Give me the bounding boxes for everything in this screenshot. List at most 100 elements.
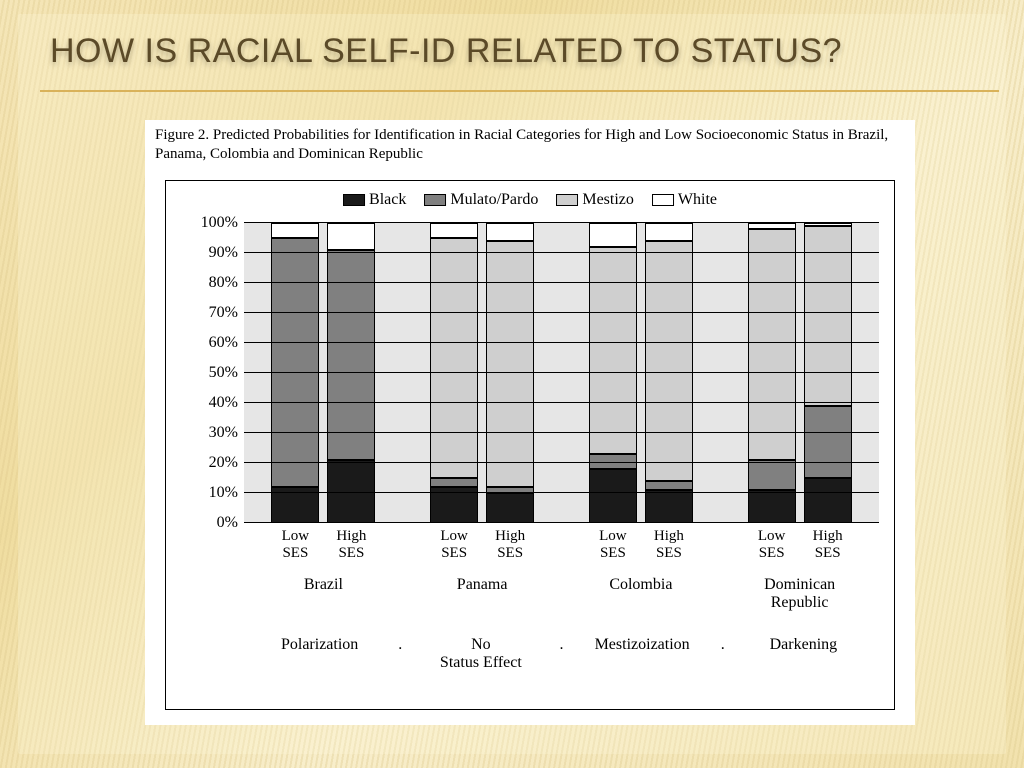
y-tick-label: 50% [184,364,238,382]
legend-item: Mestizo [556,191,634,209]
x-label-ses: LowSES [748,528,796,561]
gridline [244,522,879,523]
bar-segment [430,478,478,487]
x-label-ses: HighSES [486,528,534,561]
x-labels-effect: Polarization.NoStatus Effect.Mestizoizat… [244,636,879,671]
legend-swatch [556,194,578,206]
bar-segment [748,229,796,460]
gridline [244,222,879,223]
gridline [244,312,879,313]
gridline [244,372,879,373]
x-labels-ses: LowSESHighSESLowSESHighSESLowSESHighSESL… [244,528,879,561]
bar-segment [804,406,852,478]
x-label-effect: Mestizoization [567,636,718,654]
title-underline [40,90,999,92]
separator-dot: . [395,636,405,654]
x-label-country: Brazil [244,576,403,611]
y-tick-label: 100% [184,214,238,232]
legend-item: Mulato/Pardo [424,191,538,209]
separator-dot: . [718,636,728,654]
x-label-group: LowSESHighSES [244,528,403,561]
bar-column [589,223,637,523]
bar-segment [645,223,693,241]
bar-segment [486,223,534,241]
legend-item: Black [343,191,406,209]
legend-swatch [652,194,674,206]
bar-segment [271,238,319,487]
x-label-ses: HighSES [645,528,693,561]
legend-item: White [652,191,717,209]
gridline [244,492,879,493]
figure-container: Figure 2. Predicted Probabilities for Id… [145,120,915,725]
plot-area [244,223,879,523]
chart-frame: Black Mulato/Pardo Mestizo White 0% 10% 20% 30… [165,180,895,710]
x-label-effect: Polarization [244,636,395,654]
gridline [244,342,879,343]
bar-column [748,223,796,523]
x-label-effect: Darkening [728,636,879,654]
x-labels-country: BrazilPanamaColombiaDominicanRepublic [244,576,879,611]
legend-swatch [343,194,365,206]
y-tick-label: 0% [184,514,238,532]
y-tick-label: 10% [184,484,238,502]
legend-swatch [424,194,446,206]
x-label-effect: NoStatus Effect [405,636,556,671]
y-tick-label: 30% [184,424,238,442]
bar-segment [645,490,693,523]
bar-segment [804,478,852,523]
bar-column [486,223,534,523]
bar-column [327,223,375,523]
bar-segment [645,481,693,490]
bar-group [244,223,403,523]
x-label-ses: LowSES [430,528,478,561]
bar-segment [589,469,637,523]
figure-caption: Figure 2. Predicted Probabilities for Id… [145,120,915,168]
chart-legend: Black Mulato/Pardo Mestizo White [343,191,717,209]
x-label-group: LowSESHighSES [403,528,562,561]
bar-column [430,223,478,523]
bar-segment [486,493,534,523]
bar-column [645,223,693,523]
x-label-ses: HighSES [327,528,375,561]
gridline [244,252,879,253]
gridline [244,282,879,283]
bar-column [271,223,319,523]
y-tick-label: 20% [184,454,238,472]
separator-dot: . [557,636,567,654]
legend-label: Black [369,191,406,209]
bar-segment [748,490,796,523]
bar-segment [430,223,478,238]
legend-label: Mestizo [582,191,634,209]
bar-group [562,223,721,523]
bar-segment [327,223,375,250]
legend-label: Mulato/Pardo [450,191,538,209]
bar-column [804,223,852,523]
legend-label: White [678,191,717,209]
bar-segment [645,241,693,481]
x-label-ses: HighSES [804,528,852,561]
bar-segment [748,460,796,490]
bar-segment [804,226,852,406]
y-tick-label: 60% [184,334,238,352]
x-label-group: LowSESHighSES [562,528,721,561]
x-label-group: LowSESHighSES [720,528,879,561]
bar-segment [589,247,637,454]
bar-groups [244,223,879,523]
y-tick-label: 40% [184,394,238,412]
bar-segment [430,238,478,478]
y-axis: 0%10%20%30%40%50%60%70%80%90%100% [184,223,242,523]
bar-segment [589,223,637,247]
x-label-ses: LowSES [271,528,319,561]
x-label-country: Panama [403,576,562,611]
x-label-country: DominicanRepublic [720,576,879,611]
y-tick-label: 90% [184,244,238,262]
gridline [244,402,879,403]
x-label-country: Colombia [562,576,721,611]
x-label-ses: LowSES [589,528,637,561]
bar-segment [271,223,319,238]
y-tick-label: 80% [184,274,238,292]
bar-group [720,223,879,523]
slide-title: HOW IS RACIAL SELF-ID RELATED TO STATUS? [50,32,974,71]
gridline [244,432,879,433]
gridline [244,462,879,463]
